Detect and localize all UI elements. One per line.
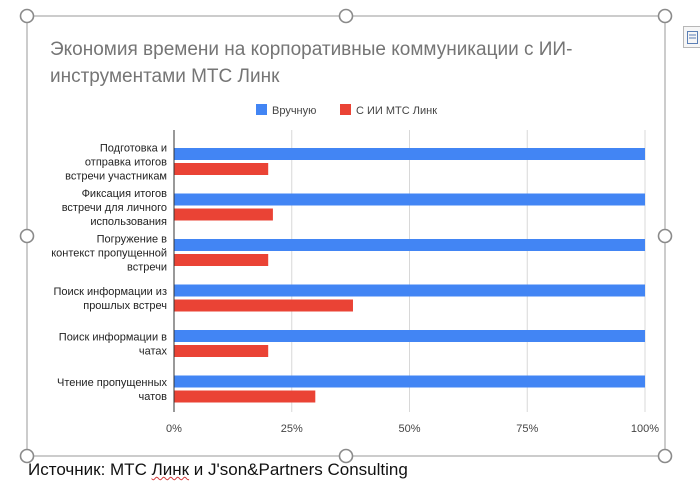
category-label: встречи участникам xyxy=(65,171,167,183)
resize-handle-icon[interactable] xyxy=(657,448,673,464)
resize-handle-icon[interactable] xyxy=(19,448,35,464)
chart-legend: Вручную С ИИ МТС Линк xyxy=(256,104,437,117)
category-label: чатах xyxy=(139,346,168,358)
source-caption: Источник: МТС Линк и J'son&Partners Cons… xyxy=(28,460,408,480)
chart-title-line-1: Экономия времени на корпоративные коммун… xyxy=(50,39,572,60)
plot-area: 0% 25% 50% 75% 100% Подготовка и отправка итог… xyxy=(51,130,659,435)
bar-manual xyxy=(174,239,645,251)
bar-manual xyxy=(174,284,645,297)
category-label: Фиксация итогов xyxy=(82,188,168,200)
resize-handle-icon[interactable] xyxy=(338,448,354,464)
category-label: встречи для личного xyxy=(62,202,167,214)
category-label: отправка итогов xyxy=(85,157,167,169)
category-label: Поиск информации в xyxy=(59,331,167,343)
bar-ai xyxy=(174,299,353,312)
category-label: прошлых встреч xyxy=(83,300,167,312)
resize-handle-icon[interactable] xyxy=(657,8,673,24)
legend-swatch xyxy=(256,104,267,115)
bar-manual xyxy=(174,330,645,342)
category-label: контекст пропущенной xyxy=(51,248,167,260)
bar-ai xyxy=(174,208,273,221)
category-label: Поиск информации из xyxy=(53,286,167,298)
x-tick-label: 0% xyxy=(166,423,182,435)
source-highlighted-word: Линк xyxy=(151,460,190,479)
category-label: чатов xyxy=(139,391,168,403)
bar-manual xyxy=(174,375,645,388)
bar-manual xyxy=(174,148,645,160)
layout-options-icon[interactable] xyxy=(683,26,700,48)
source-suffix: и J'son&Partners Consulting xyxy=(189,460,408,479)
source-prefix: Источник: МТС xyxy=(28,460,152,479)
legend-entry: Вручную xyxy=(272,105,316,117)
legend-swatch xyxy=(340,104,351,115)
legend-entry: С ИИ МТС Линк xyxy=(356,105,437,117)
bar-ai xyxy=(174,390,316,403)
category-label: Погружение в xyxy=(97,233,168,245)
x-tick-label: 75% xyxy=(516,423,538,435)
bar-manual xyxy=(174,193,645,206)
bar-ai xyxy=(174,163,269,175)
resize-handle-icon[interactable] xyxy=(657,228,673,244)
resize-handle-icon[interactable] xyxy=(338,8,354,24)
category-label: встречи xyxy=(127,262,167,274)
category-label: Подготовка и xyxy=(100,142,167,154)
bar-ai xyxy=(174,254,269,266)
bar-ai xyxy=(174,345,269,357)
resize-handle-icon[interactable] xyxy=(19,228,35,244)
category-label: Чтение пропущенных xyxy=(57,377,168,389)
category-label: использования xyxy=(90,216,167,228)
x-tick-label: 50% xyxy=(398,423,420,435)
x-tick-label: 25% xyxy=(281,423,303,435)
resize-handles[interactable] xyxy=(19,8,673,464)
resize-handle-icon[interactable] xyxy=(19,8,35,24)
x-tick-label: 100% xyxy=(631,423,659,435)
chart-title-line-2: инструментами МТС Линк xyxy=(50,66,280,87)
